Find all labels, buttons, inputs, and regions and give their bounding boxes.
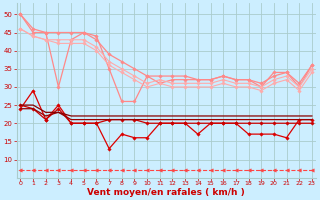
X-axis label: Vent moyen/en rafales ( km/h ): Vent moyen/en rafales ( km/h )	[87, 188, 245, 197]
